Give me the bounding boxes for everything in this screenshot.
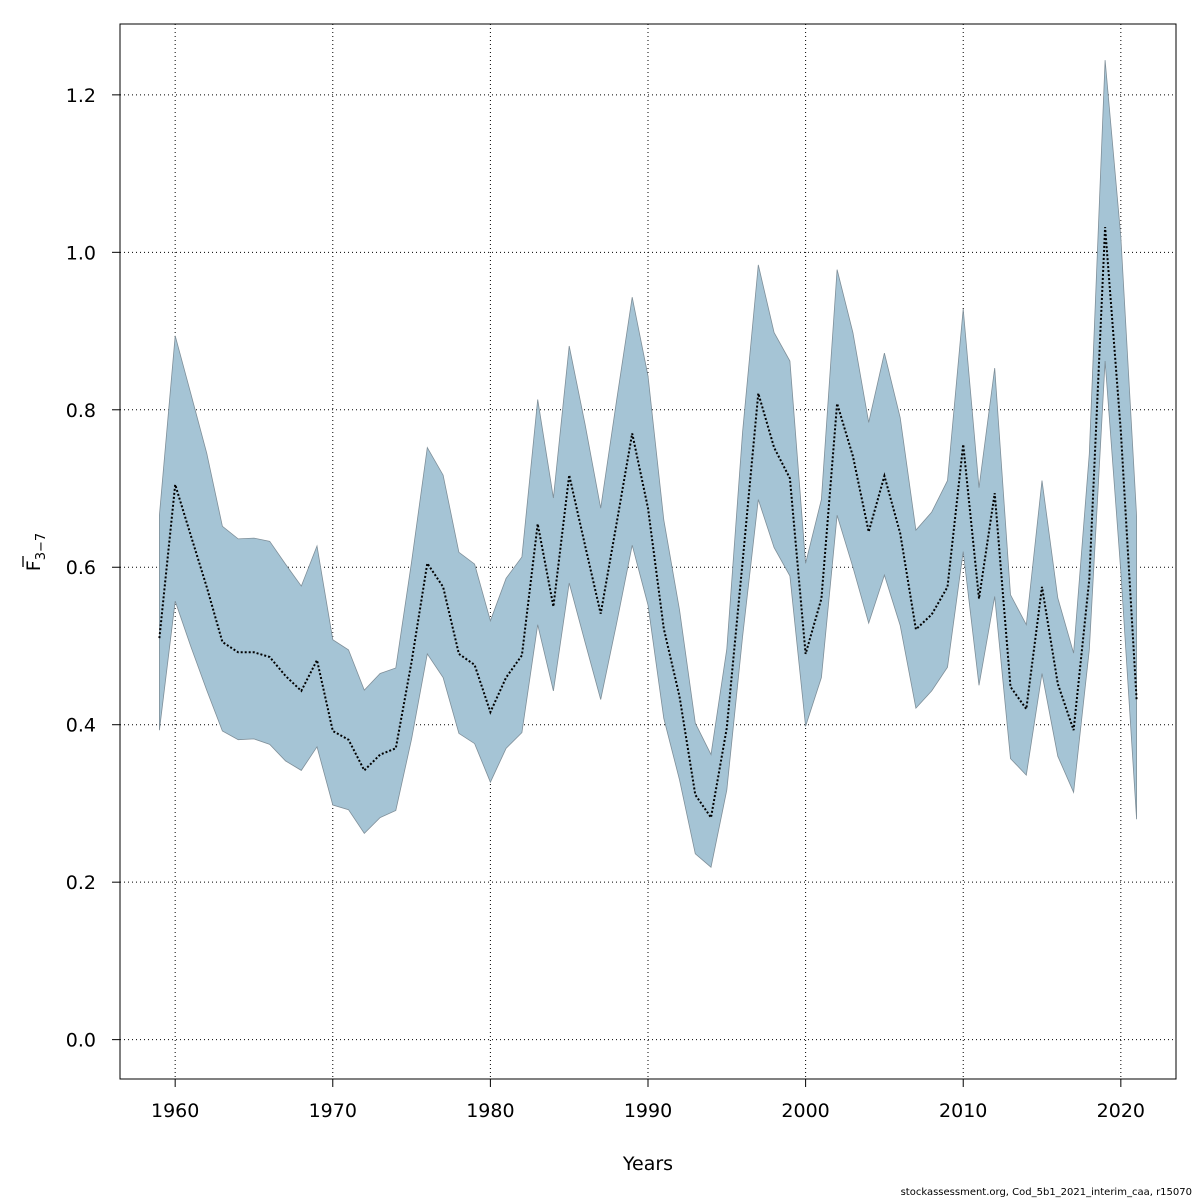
x-tick-label: 1970 [309, 1100, 357, 1122]
x-tick-label: 2000 [781, 1100, 829, 1122]
footer-credit: stockassessment.org, Cod_5b1_2021_interi… [900, 1187, 1192, 1198]
x-axis-title: Years [622, 1153, 673, 1175]
y-axis-title-subscript: 3−7 [34, 533, 49, 560]
estimate-line [158, 227, 1138, 821]
x-tick-label: 1980 [466, 1100, 514, 1122]
y-tick-label: 0.2 [66, 872, 96, 894]
y-tick-label: 1.0 [66, 242, 96, 264]
x-tick-label: 1990 [624, 1100, 672, 1122]
y-tick-label: 0.6 [66, 557, 96, 579]
confidence-band [159, 60, 1137, 868]
x-tick-label: 2010 [939, 1100, 987, 1122]
y-axis-title-main: F [23, 560, 45, 571]
y-axis: 0.0 0.2 0.4 0.6 0.8 1.0 1.2 [66, 85, 120, 1052]
y-axis-title: F3−7 [22, 533, 49, 571]
y-tick-label: 0.4 [66, 715, 96, 737]
x-axis: 1960 1970 1980 1990 2000 2010 2020 [151, 1079, 1145, 1122]
svg-text:F3−7: F3−7 [23, 533, 49, 571]
y-tick-label: 0.8 [66, 400, 96, 422]
y-tick-label: 0.0 [66, 1030, 96, 1052]
y-tick-label: 1.2 [66, 85, 96, 107]
x-tick-label: 2020 [1097, 1100, 1145, 1122]
x-tick-label: 1960 [151, 1100, 199, 1122]
